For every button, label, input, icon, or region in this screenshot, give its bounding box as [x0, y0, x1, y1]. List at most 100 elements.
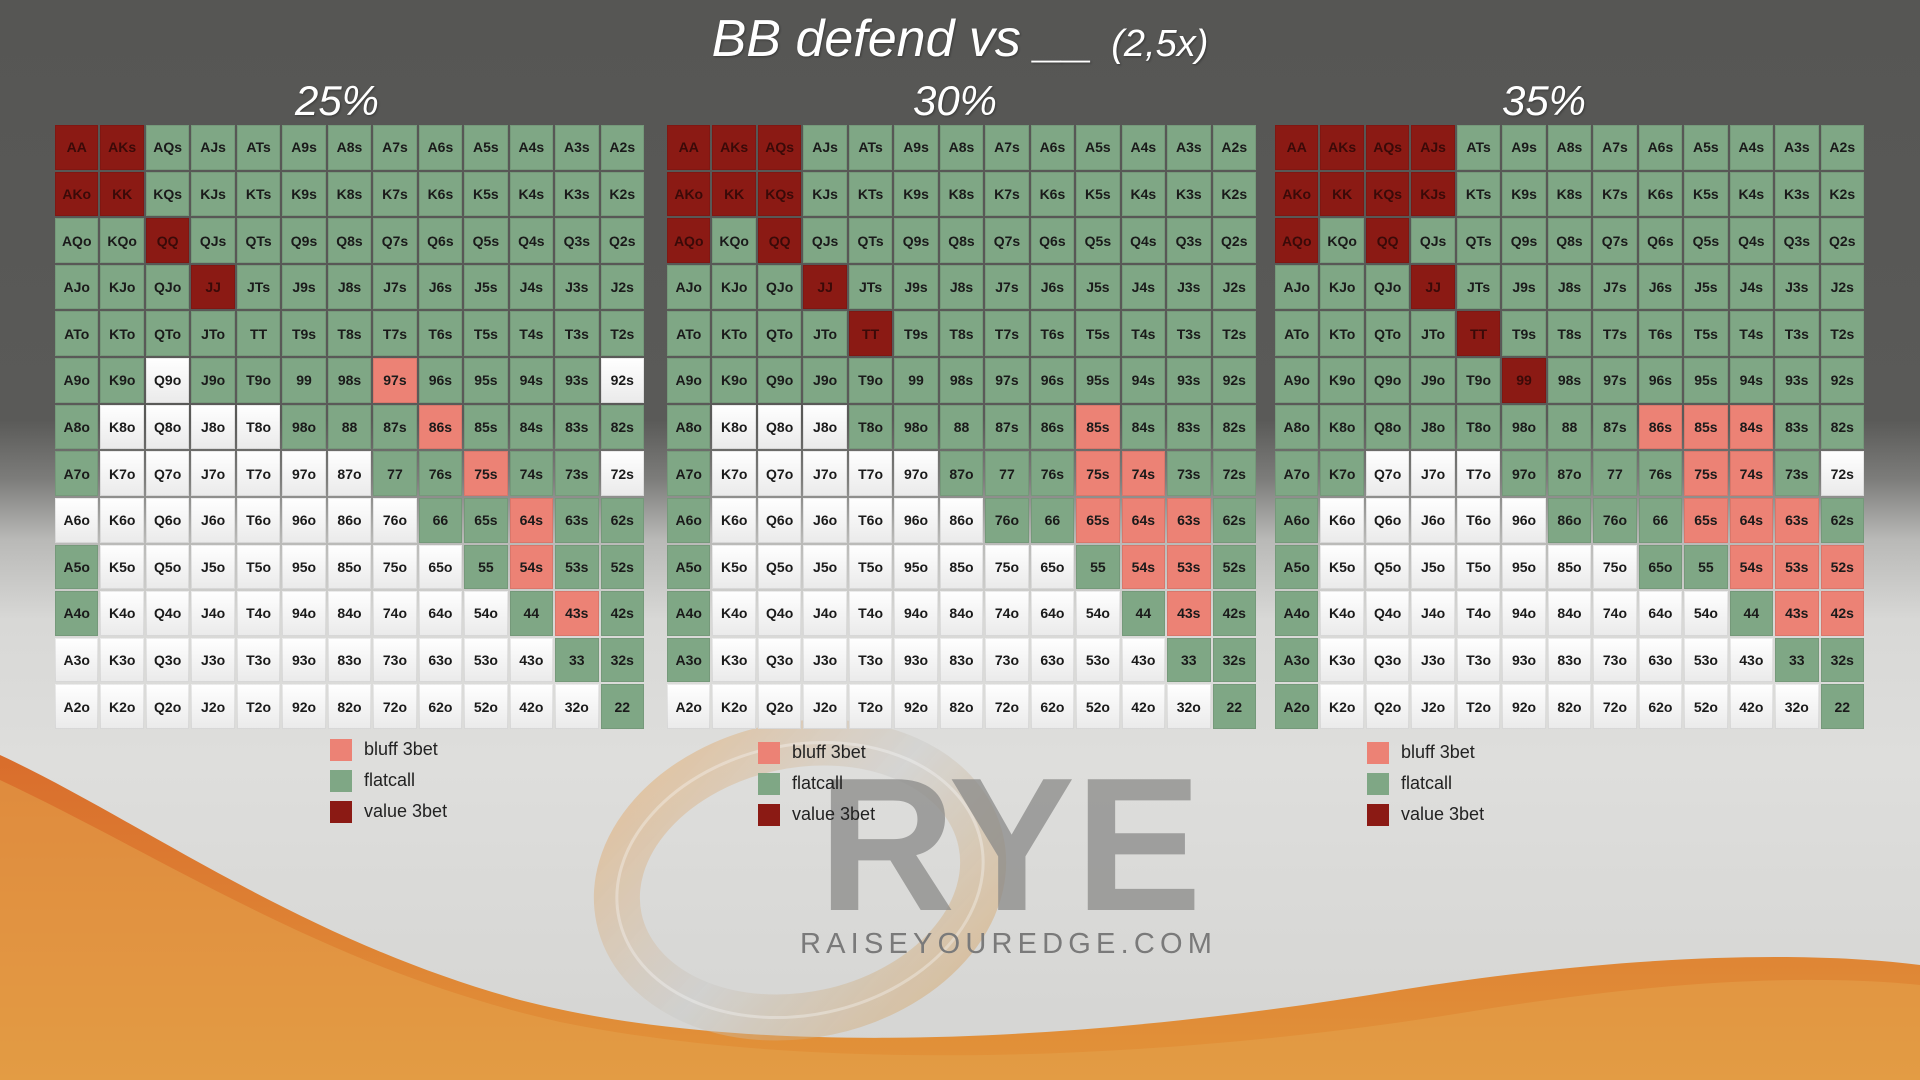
- hand-cell-66-flat: 66: [418, 497, 463, 543]
- hand-cell-qjo-flat: QJo: [757, 264, 802, 310]
- hand-cell-84s-flat: 84s: [1121, 404, 1166, 450]
- hand-cell-jj-value: JJ: [803, 264, 847, 310]
- hand-cell-a9s-flat: A9s: [894, 125, 938, 170]
- hand-cell-t2s-flat: T2s: [1212, 311, 1256, 357]
- swatch-flat: [1367, 772, 1389, 795]
- hand-cell-77-flat: 77: [985, 451, 1029, 496]
- legend-item-flat: flatcall: [758, 768, 875, 799]
- hand-cell-43o-fold: 43o: [1729, 637, 1774, 683]
- hand-cell-96s-flat: 96s: [1030, 358, 1075, 403]
- hand-cell-q6o-fold: Q6o: [1365, 497, 1410, 543]
- hand-cell-63o-fold: 63o: [1030, 637, 1075, 683]
- hand-cell-86s-bluff: 86s: [418, 404, 463, 450]
- hand-cell-q2s-flat: Q2s: [1820, 218, 1864, 263]
- hand-cell-q7o-fold: Q7o: [1365, 451, 1410, 496]
- hand-cell-82o-fold: 82o: [327, 684, 372, 729]
- hand-cell-ako-value: AKo: [55, 171, 99, 217]
- hand-cell-kts-flat: KTs: [1456, 171, 1501, 217]
- hand-cell-kjs-value: KJs: [1411, 171, 1455, 217]
- hand-cell-k6s-flat: K6s: [1638, 171, 1683, 217]
- hand-cell-j4o-fold: J4o: [1411, 591, 1455, 636]
- hand-cell-99-flat: 99: [894, 358, 938, 403]
- hand-cell-75o-fold: 75o: [373, 544, 417, 590]
- hand-cell-a6s-flat: A6s: [1638, 125, 1683, 170]
- hand-cell-q2o-fold: Q2o: [757, 684, 802, 729]
- hand-cell-a7o-flat: A7o: [1275, 451, 1319, 496]
- hand-cell-52s-flat: 52s: [600, 544, 644, 590]
- hand-cell-t9o-flat: T9o: [848, 358, 893, 403]
- hand-cell-ato-flat: ATo: [55, 311, 99, 357]
- legend-item-value: value 3bet: [330, 796, 447, 827]
- hand-cell-a2o-flat: A2o: [1275, 684, 1319, 729]
- hand-cell-98o-flat: 98o: [1502, 404, 1546, 450]
- hand-cell-j5o-fold: J5o: [803, 544, 847, 590]
- logo-url: RAISEYOUREDGE.COM: [800, 928, 1218, 960]
- legend-item-flat: flatcall: [1367, 768, 1484, 799]
- hand-cell-kto-flat: KTo: [100, 311, 144, 357]
- hand-cell-94s-flat: 94s: [509, 358, 554, 403]
- hand-cell-84s-flat: 84s: [509, 404, 554, 450]
- hand-cell-a3s-flat: A3s: [555, 125, 599, 170]
- chart-title-25: 25%: [294, 77, 380, 124]
- hand-cell-92s-flat: 92s: [1820, 358, 1864, 403]
- hand-cell-a4o-flat: A4o: [1275, 591, 1319, 636]
- hand-cell-76s-flat: 76s: [1638, 451, 1683, 496]
- hand-cell-t3o-fold: T3o: [848, 637, 893, 683]
- hand-cell-95s-flat: 95s: [1076, 358, 1120, 403]
- hand-cell-43o-fold: 43o: [1121, 637, 1166, 683]
- hand-cell-63s-bluff: 63s: [1775, 497, 1819, 543]
- hand-cell-q6s-flat: Q6s: [1030, 218, 1075, 263]
- hand-cell-qq-value: QQ: [757, 218, 802, 263]
- hand-cell-q3s-flat: Q3s: [1167, 218, 1211, 263]
- hand-cell-t8o-fold: T8o: [236, 404, 281, 450]
- hand-cell-64s-bluff: 64s: [1121, 497, 1166, 543]
- hand-cell-a5o-flat: A5o: [55, 544, 99, 590]
- hand-cell-76o-flat: 76o: [1593, 497, 1637, 543]
- hand-cell-aks-value: AKs: [712, 125, 756, 170]
- hand-cell-a4o-flat: A4o: [55, 591, 99, 636]
- hand-cell-97s-flat: 97s: [1593, 358, 1637, 403]
- hand-cell-q3s-flat: Q3s: [555, 218, 599, 263]
- hand-cell-a3o-flat: A3o: [1275, 637, 1319, 683]
- hand-cell-95o-fold: 95o: [894, 544, 938, 590]
- hand-cell-kto-flat: KTo: [712, 311, 756, 357]
- hand-cell-a4s-flat: A4s: [1121, 125, 1166, 170]
- legend-label: flatcall: [364, 770, 416, 790]
- hand-cell-j9s-flat: J9s: [1502, 264, 1546, 310]
- hand-cell-83o-fold: 83o: [939, 637, 984, 683]
- hand-cell-64o-fold: 64o: [1638, 591, 1683, 636]
- hand-cell-t7o-fold: T7o: [1456, 451, 1501, 496]
- hand-cell-q2o-fold: Q2o: [1365, 684, 1410, 729]
- hand-cell-42s-bluff: 42s: [1820, 591, 1864, 636]
- hand-cell-a3s-flat: A3s: [1775, 125, 1819, 170]
- hand-cell-a5s-flat: A5s: [1076, 125, 1120, 170]
- hand-cell-74o-fold: 74o: [1593, 591, 1637, 636]
- hand-cell-aqs-value: AQs: [757, 125, 802, 170]
- hand-cell-32o-fold: 32o: [1167, 684, 1211, 729]
- hand-cell-96o-fold: 96o: [1502, 497, 1546, 543]
- legend-label: bluff 3bet: [364, 739, 438, 759]
- hand-cell-j2o-fold: J2o: [191, 684, 235, 729]
- hand-cell-73s-flat: 73s: [1167, 451, 1211, 496]
- hand-cell-q8o-flat: Q8o: [1365, 404, 1410, 450]
- hand-cell-77-flat: 77: [1593, 451, 1637, 496]
- hand-cell-q9o-flat: Q9o: [1365, 358, 1410, 403]
- hand-cell-q4s-flat: Q4s: [1729, 218, 1774, 263]
- hand-cell-k9s-flat: K9s: [894, 171, 938, 217]
- hand-cell-t3o-fold: T3o: [1456, 637, 1501, 683]
- hand-cell-q5s-flat: Q5s: [1684, 218, 1728, 263]
- hand-cell-kjo-flat: KJo: [1320, 264, 1364, 310]
- hand-cell-42s-flat: 42s: [1212, 591, 1256, 636]
- hand-cell-t4s-flat: T4s: [1121, 311, 1166, 357]
- hand-cell-tt-flat: TT: [236, 311, 281, 357]
- hand-cell-73s-flat: 73s: [1775, 451, 1819, 496]
- hand-cell-84s-bluff: 84s: [1729, 404, 1774, 450]
- hand-cell-33-flat: 33: [1167, 637, 1211, 683]
- hand-cell-66-flat: 66: [1030, 497, 1075, 543]
- hand-cell-k9o-flat: K9o: [712, 358, 756, 403]
- hand-cell-j6s-flat: J6s: [1638, 264, 1683, 310]
- hand-cell-q4o-fold: Q4o: [757, 591, 802, 636]
- hand-cell-qts-flat: QTs: [1456, 218, 1501, 263]
- hand-cell-97o-fold: 97o: [282, 451, 326, 496]
- legend-35: bluff 3bet flatcall value 3bet: [1367, 737, 1484, 830]
